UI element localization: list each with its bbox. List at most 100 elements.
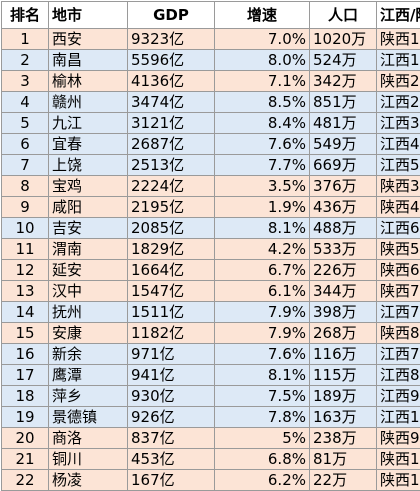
cell-gdp: 4136亿 [128, 71, 215, 92]
cell-rank: 21 [2, 449, 49, 470]
header-province-rank: 江西/陕西 [377, 2, 420, 29]
cell-rank: 8 [2, 176, 49, 197]
cell-gdp: 1829亿 [128, 239, 215, 260]
header-growth: 增速 [215, 2, 310, 29]
cell-gdp: 3474亿 [128, 92, 215, 113]
cell-province-rank: 江西5 [377, 155, 420, 176]
cell-population: 398万 [310, 302, 377, 323]
cell-growth: 6.1% [215, 281, 310, 302]
cell-growth: 7.0% [215, 29, 310, 50]
cell-rank: 7 [2, 155, 49, 176]
cell-province-rank: 陕西6 [377, 260, 420, 281]
cell-growth: 5% [215, 428, 310, 449]
cell-growth: 8.4% [215, 113, 310, 134]
cell-province-rank: 江西6 [377, 218, 420, 239]
cell-gdp: 2195亿 [128, 197, 215, 218]
cell-gdp: 837亿 [128, 428, 215, 449]
cell-growth: 4.2% [215, 239, 310, 260]
cell-city: 延安 [49, 260, 128, 281]
cell-city: 汉中 [49, 281, 128, 302]
cell-province-rank: 陕西8 [377, 323, 420, 344]
cell-city: 鹰潭 [49, 365, 128, 386]
cell-gdp: 2224亿 [128, 176, 215, 197]
cell-population: 533万 [310, 239, 377, 260]
cell-city: 宝鸡 [49, 176, 128, 197]
cell-city: 榆林 [49, 71, 128, 92]
cell-growth: 7.6% [215, 134, 310, 155]
cell-population: 436万 [310, 197, 377, 218]
cell-province-rank: 江西7 [377, 344, 420, 365]
cell-growth: 6.2% [215, 470, 310, 491]
cell-population: 376万 [310, 176, 377, 197]
cell-city: 杨凌 [49, 470, 128, 491]
cell-rank: 22 [2, 470, 49, 491]
cell-province-rank: 陕西2 [377, 71, 420, 92]
header-gdp: GDP [128, 2, 215, 29]
cell-rank: 9 [2, 197, 49, 218]
cell-growth: 7.5% [215, 386, 310, 407]
cell-population: 669万 [310, 155, 377, 176]
cell-province-rank: 陕西5 [377, 239, 420, 260]
cell-growth: 7.1% [215, 71, 310, 92]
cell-growth: 8.5% [215, 92, 310, 113]
cell-growth: 7.9% [215, 323, 310, 344]
cell-growth: 6.8% [215, 449, 310, 470]
cell-gdp: 2513亿 [128, 155, 215, 176]
cell-rank: 18 [2, 386, 49, 407]
cell-gdp: 1511亿 [128, 302, 215, 323]
cell-population: 481万 [310, 113, 377, 134]
cell-gdp: 926亿 [128, 407, 215, 428]
cell-rank: 12 [2, 260, 49, 281]
cell-province-rank: 江西8 [377, 365, 420, 386]
cell-population: 342万 [310, 71, 377, 92]
cell-province-rank: 陕西4 [377, 197, 420, 218]
header-population: 人口 [310, 2, 377, 29]
cell-population: 549万 [310, 134, 377, 155]
cell-rank: 20 [2, 428, 49, 449]
cell-growth: 8.1% [215, 218, 310, 239]
cell-population: 268万 [310, 323, 377, 344]
cell-city: 上饶 [49, 155, 128, 176]
cell-city: 赣州 [49, 92, 128, 113]
cell-city: 咸阳 [49, 197, 128, 218]
cell-city: 安康 [49, 323, 128, 344]
header-city: 地市 [49, 2, 128, 29]
cell-rank: 6 [2, 134, 49, 155]
cell-city: 渭南 [49, 239, 128, 260]
cell-gdp: 930亿 [128, 386, 215, 407]
cell-population: 524万 [310, 50, 377, 71]
cell-rank: 5 [2, 113, 49, 134]
cell-growth: 7.9% [215, 302, 310, 323]
cell-province-rank: 江西4 [377, 134, 420, 155]
cell-population: 226万 [310, 260, 377, 281]
cell-city: 西安 [49, 29, 128, 50]
cell-province-rank: 江西10 [377, 407, 420, 428]
cell-province-rank: 陕西1 [377, 29, 420, 50]
cell-province-rank: 江西7 [377, 302, 420, 323]
cell-rank: 11 [2, 239, 49, 260]
cell-rank: 15 [2, 323, 49, 344]
cell-province-rank: 陕西11 [377, 470, 420, 491]
cell-gdp: 941亿 [128, 365, 215, 386]
cell-gdp: 167亿 [128, 470, 215, 491]
cell-rank: 16 [2, 344, 49, 365]
cell-growth: 6.7% [215, 260, 310, 281]
cell-growth: 1.9% [215, 197, 310, 218]
cell-province-rank: 陕西7 [377, 281, 420, 302]
cell-province-rank: 陕西10 [377, 449, 420, 470]
cell-rank: 4 [2, 92, 49, 113]
